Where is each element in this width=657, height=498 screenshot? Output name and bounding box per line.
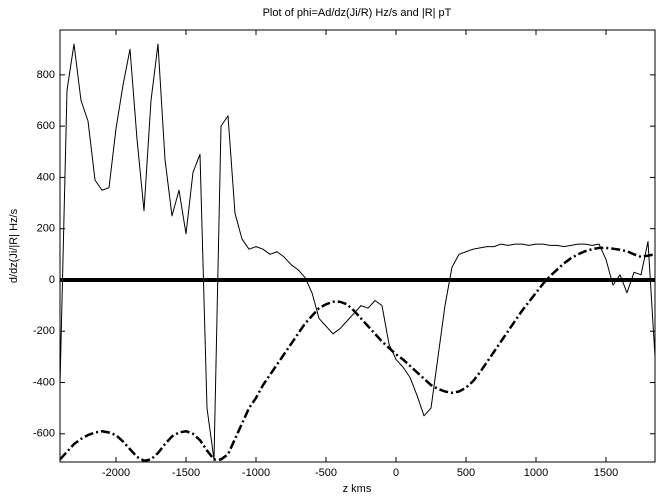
data-line <box>60 43 655 460</box>
x-tick-label: 500 <box>457 467 475 479</box>
y-tick-label: 0 <box>49 274 55 286</box>
y-tick-label: -600 <box>33 428 55 440</box>
y-tick-label: 200 <box>37 223 55 235</box>
x-axis-label: z kms <box>343 483 372 495</box>
x-tick-label: 0 <box>393 467 399 479</box>
plot-frame <box>59 29 656 463</box>
x-tick-label: -2000 <box>102 467 130 479</box>
chart-title: Plot of phi=Ad/dz(Ji/R) Hz/s and |R| pT <box>263 7 452 19</box>
x-tick-label: 1000 <box>524 467 548 479</box>
y-tick-label: 400 <box>37 171 55 183</box>
y-tick-label: -400 <box>33 376 55 388</box>
x-tick-label: -1500 <box>172 467 200 479</box>
y-tick-label: 600 <box>37 120 55 132</box>
y-tick-label: -200 <box>33 325 55 337</box>
x-tick-label: -500 <box>315 467 337 479</box>
y-tick-label: 800 <box>37 69 55 81</box>
x-tick-label: 1500 <box>594 467 618 479</box>
y-axis-label: d/dz(Ji/|R| Hz/s <box>8 208 20 283</box>
data-line <box>60 246 655 462</box>
x-tick-label: -1000 <box>242 467 270 479</box>
